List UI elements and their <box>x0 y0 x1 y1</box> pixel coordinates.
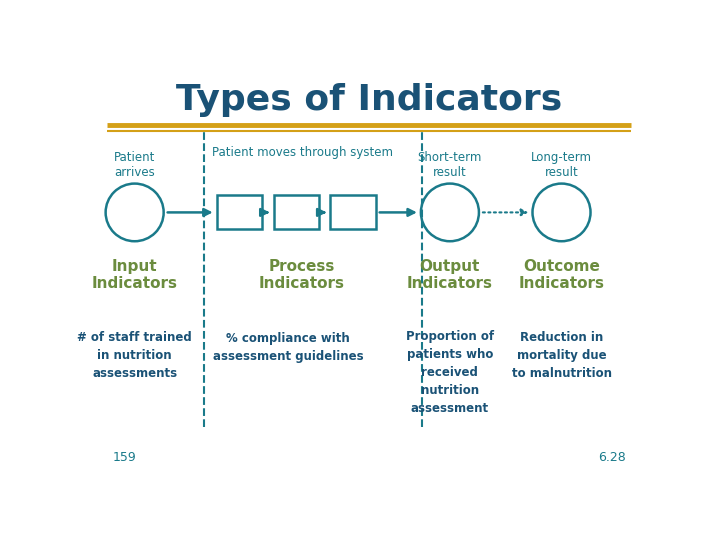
Bar <box>217 195 262 230</box>
Text: Output
Indicators: Output Indicators <box>407 259 493 291</box>
Text: Long-term
result: Long-term result <box>531 151 592 179</box>
Text: % compliance with
assessment guidelines: % compliance with assessment guidelines <box>213 332 364 363</box>
Text: 6.28: 6.28 <box>598 451 626 464</box>
Text: Proportion of
patients who
received
nutrition
assessment: Proportion of patients who received nutr… <box>406 330 494 415</box>
Text: Reduction in
mortality due
to malnutrition: Reduction in mortality due to malnutriti… <box>511 332 611 380</box>
Text: Patient
arrives: Patient arrives <box>114 151 156 179</box>
Text: Outcome
Indicators: Outcome Indicators <box>518 259 605 291</box>
Text: # of staff trained
in nutrition
assessments: # of staff trained in nutrition assessme… <box>77 332 192 380</box>
Text: Input
Indicators: Input Indicators <box>91 259 178 291</box>
Text: Patient moves through system: Patient moves through system <box>212 146 392 159</box>
Text: Types of Indicators: Types of Indicators <box>176 83 562 117</box>
Text: Short-term
result: Short-term result <box>418 151 482 179</box>
Bar <box>274 195 320 230</box>
Bar <box>330 195 377 230</box>
Text: Process
Indicators: Process Indicators <box>259 259 345 291</box>
Text: 159: 159 <box>112 451 136 464</box>
